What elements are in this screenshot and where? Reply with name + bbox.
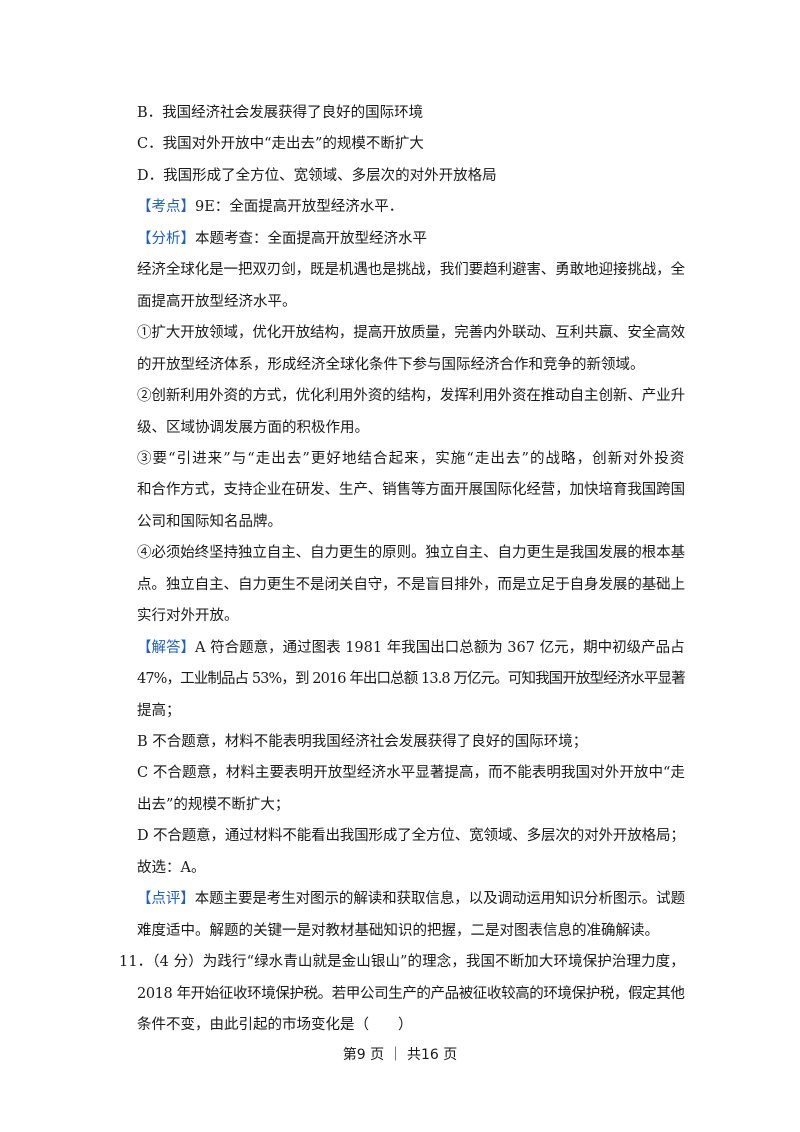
text-line: ①扩大开放领域，优化开放结构，提高开放质量，完善内外联动、互利共赢、安全高效 bbox=[137, 323, 685, 343]
text-line: 级、区域协调发展方面的积极作用。 bbox=[137, 418, 369, 438]
text-line: B 不合题意，材料不能表明我国经济社会发展获得了良好的国际环境； bbox=[137, 732, 587, 752]
line-text: 难度适中。解题的关键一是对教材基础知识的把握，二是对图表信息的准确解读。 bbox=[137, 922, 659, 939]
text-line: 公司和国际知名品牌。 bbox=[137, 512, 282, 532]
line-text: 条件不变，由此引起的市场变化是（ ） bbox=[137, 1017, 413, 1034]
text-line: D 不合题意，通过材料不能看出我国形成了全方位、宽领域、多层次的对外开放格局； bbox=[137, 826, 685, 846]
line-text: 2018 年开始征收环境保护税。若甲公司生产的产品被征收较高的环境保护税，假定其… bbox=[137, 985, 685, 1002]
text-line: 【分析】本题考查：全面提高开放型经济水平 bbox=[137, 229, 427, 249]
text-line: 面提高开放型经济水平。 bbox=[137, 292, 297, 312]
text-line: 提高； bbox=[137, 701, 181, 721]
text-line: 和合作方式，支持企业在研发、生产、销售等方面开展国际化经营，加快培育我国跨国 bbox=[137, 480, 685, 500]
line-text: B 不合题意，材料不能表明我国经济社会发展获得了良好的国际环境； bbox=[137, 734, 588, 750]
text-line: 的开放型经济体系，形成经济全球化条件下参与国际经济合作和竞争的新领域。 bbox=[137, 355, 645, 375]
line-text: 47%，工业制品占 53%，到 2016 年出口总额 13.8 万亿元。可知我国… bbox=[137, 671, 686, 688]
line-text: 级、区域协调发展方面的积极作用。 bbox=[137, 419, 369, 436]
text-line: 【解答】A 符合题意，通过图表 1981 年我国出口总额为 367 亿元，期中初… bbox=[137, 638, 685, 658]
text-line: 47%，工业制品占 53%，到 2016 年出口总额 13.8 万亿元。可知我国… bbox=[137, 669, 686, 689]
text-line: B．我国经济社会发展获得了良好的国际环境 bbox=[137, 103, 423, 123]
line-text: 11．（4 分）为践行“绿水青山就是金山银山”的理念，我国不断加大环境保护治理力… bbox=[119, 954, 685, 971]
section-tag: 【考点】 bbox=[137, 199, 195, 216]
text-line: 【点评】本题主要是考生对图示的解读和获取信息，以及调动运用知识分析图示。试题 bbox=[137, 889, 685, 909]
text-line: D．我国形成了全方位、宽领域、多层次的对外开放格局 bbox=[137, 166, 497, 186]
line-text: A 符合题意，通过图表 1981 年我国出口总额为 367 亿元，期中初级产品占 bbox=[195, 639, 685, 656]
text-line: ③要“引进来”与“走出去”更好地结合起来，实施“走出去”的战略，创新对外投资 bbox=[137, 449, 685, 469]
text-line: 难度适中。解题的关键一是对教材基础知识的把握，二是对图表信息的准确解读。 bbox=[137, 921, 659, 941]
line-text: 故选：A。 bbox=[137, 859, 206, 876]
text-line: ④必须始终坚持独立自主、自力更生的原则。独立自主、自力更生是我国发展的根本基 bbox=[137, 543, 685, 563]
line-text: D 不合题意，通过材料不能看出我国形成了全方位、宽领域、多层次的对外开放格局； bbox=[137, 828, 685, 845]
line-text: 提高； bbox=[137, 702, 181, 719]
text-line: 条件不变，由此引起的市场变化是（ ） bbox=[137, 1015, 413, 1035]
text-line: 经济全球化是一把双刃剑，既是机遇也是挑战，我们要趋利避害、勇敢地迎接挑战，全 bbox=[137, 260, 685, 280]
section-tag: 【点评】 bbox=[137, 891, 195, 908]
text-line: 点。独立自主、自力更生不是闭关自守，不是盲目排外，而是立足于自身发展的基础上 bbox=[137, 575, 685, 595]
line-text: 经济全球化是一把双刃剑，既是机遇也是挑战，我们要趋利避害、勇敢地迎接挑战，全 bbox=[137, 262, 685, 279]
text-line: C．我国对外开放中“走出去”的规模不断扩大 bbox=[137, 134, 424, 154]
text-line: 【考点】9E：全面提高开放型经济水平． bbox=[137, 197, 403, 217]
text-line: 故选：A。 bbox=[137, 858, 205, 878]
line-text: D．我国形成了全方位、宽领域、多层次的对外开放格局 bbox=[137, 167, 497, 184]
line-text: 出去”的规模不断扩大； bbox=[137, 796, 290, 813]
text-line: ②创新利用外资的方式，优化利用外资的结构，发挥利用外资在推动自主创新、产业升 bbox=[137, 386, 685, 406]
line-text: ③要“引进来”与“走出去”更好地结合起来，实施“走出去”的战略，创新对外投资 bbox=[137, 450, 686, 467]
text-line: 实行对外开放。 bbox=[137, 606, 239, 626]
line-text: 的开放型经济体系，形成经济全球化条件下参与国际经济合作和竞争的新领域。 bbox=[137, 356, 645, 373]
line-text: ②创新利用外资的方式，优化利用外资的结构，发挥利用外资在推动自主创新、产业升 bbox=[137, 388, 685, 405]
line-text: 实行对外开放。 bbox=[137, 608, 239, 625]
line-text: 点。独立自主、自力更生不是闭关自守，不是盲目排外，而是立足于自身发展的基础上 bbox=[137, 576, 685, 593]
line-text: ④必须始终坚持独立自主、自力更生的原则。独立自主、自力更生是我国发展的根本基 bbox=[137, 545, 685, 562]
line-text: C．我国对外开放中“走出去”的规模不断扩大 bbox=[137, 136, 424, 153]
line-text: 本题考查：全面提高开放型经济水平 bbox=[195, 230, 427, 247]
line-text: 和合作方式，支持企业在研发、生产、销售等方面开展国际化经营，加快培育我国跨国 bbox=[137, 482, 685, 499]
text-line: 出去”的规模不断扩大； bbox=[137, 795, 289, 815]
line-text: ①扩大开放领域，优化开放结构，提高开放质量，完善内外联动、互利共赢、安全高效 bbox=[137, 325, 685, 342]
question-line: 11．（4 分）为践行“绿水青山就是金山银山”的理念，我国不断加大环境保护治理力… bbox=[119, 952, 685, 972]
line-text: B．我国经济社会发展获得了良好的国际环境 bbox=[137, 105, 424, 121]
line-text: 公司和国际知名品牌。 bbox=[137, 513, 282, 530]
section-tag: 【解答】 bbox=[137, 639, 195, 656]
text-line: 2018 年开始征收环境保护税。若甲公司生产的产品被征收较高的环境保护税，假定其… bbox=[137, 984, 685, 1004]
page-footer: 第9 页 ｜ 共16 页 bbox=[342, 1047, 458, 1063]
section-tag: 【分析】 bbox=[137, 230, 195, 247]
line-text: 9E：全面提高开放型经济水平． bbox=[195, 199, 404, 216]
line-text: 面提高开放型经济水平。 bbox=[137, 293, 297, 310]
line-text: C 不合题意，材料主要表明开放型经济水平显著提高，而不能表明我国对外开放中“走 bbox=[137, 765, 686, 782]
text-line: C 不合题意，材料主要表明开放型经济水平显著提高，而不能表明我国对外开放中“走 bbox=[137, 763, 685, 783]
line-text: 本题主要是考生对图示的解读和获取信息，以及调动运用知识分析图示。试题 bbox=[194, 891, 686, 908]
